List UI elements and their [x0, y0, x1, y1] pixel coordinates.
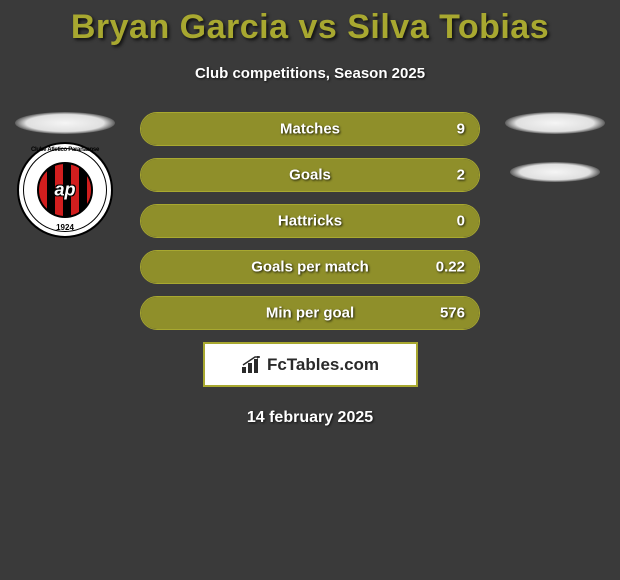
left-player-column: Clube Atletico Paranaense ap 1924	[10, 112, 120, 238]
stat-row-hattricks: Hattricks 0	[140, 204, 480, 238]
club-badge-placeholder	[510, 162, 600, 182]
stat-label: Min per goal	[266, 305, 354, 322]
stat-value: 576	[440, 305, 465, 322]
content-area: Clube Atletico Paranaense ap 1924 Matche…	[0, 112, 620, 427]
subtitle: Club competitions, Season 2025	[0, 65, 620, 82]
date-label: 14 february 2025	[0, 409, 620, 427]
brand-text: FcTables.com	[267, 355, 379, 375]
stat-value: 0.22	[436, 259, 465, 276]
stat-label: Hattricks	[278, 213, 342, 230]
badge-year: 1924	[56, 223, 74, 232]
stat-value: 9	[457, 121, 465, 138]
stat-value: 0	[457, 213, 465, 230]
stat-row-goals-per-match: Goals per match 0.22	[140, 250, 480, 284]
stat-row-goals: Goals 2	[140, 158, 480, 192]
stats-list: Matches 9 Goals 2 Hattricks 0 Goals per …	[140, 112, 480, 330]
club-badge-left: Clube Atletico Paranaense ap 1924	[17, 142, 113, 238]
badge-club-name: Clube Atletico Paranaense	[31, 147, 99, 153]
player-photo-placeholder	[505, 112, 605, 134]
stat-row-min-per-goal: Min per goal 576	[140, 296, 480, 330]
brand-attribution[interactable]: FcTables.com	[203, 342, 418, 387]
bar-chart-icon	[241, 356, 263, 374]
stat-row-matches: Matches 9	[140, 112, 480, 146]
right-player-column	[500, 112, 610, 182]
stat-value: 2	[457, 167, 465, 184]
badge-monogram: ap	[54, 180, 75, 201]
stat-label: Matches	[280, 121, 340, 138]
page-title: Bryan Garcia vs Silva Tobias	[0, 0, 620, 47]
stat-label: Goals	[289, 167, 331, 184]
player-photo-placeholder	[15, 112, 115, 134]
stat-label: Goals per match	[251, 259, 369, 276]
